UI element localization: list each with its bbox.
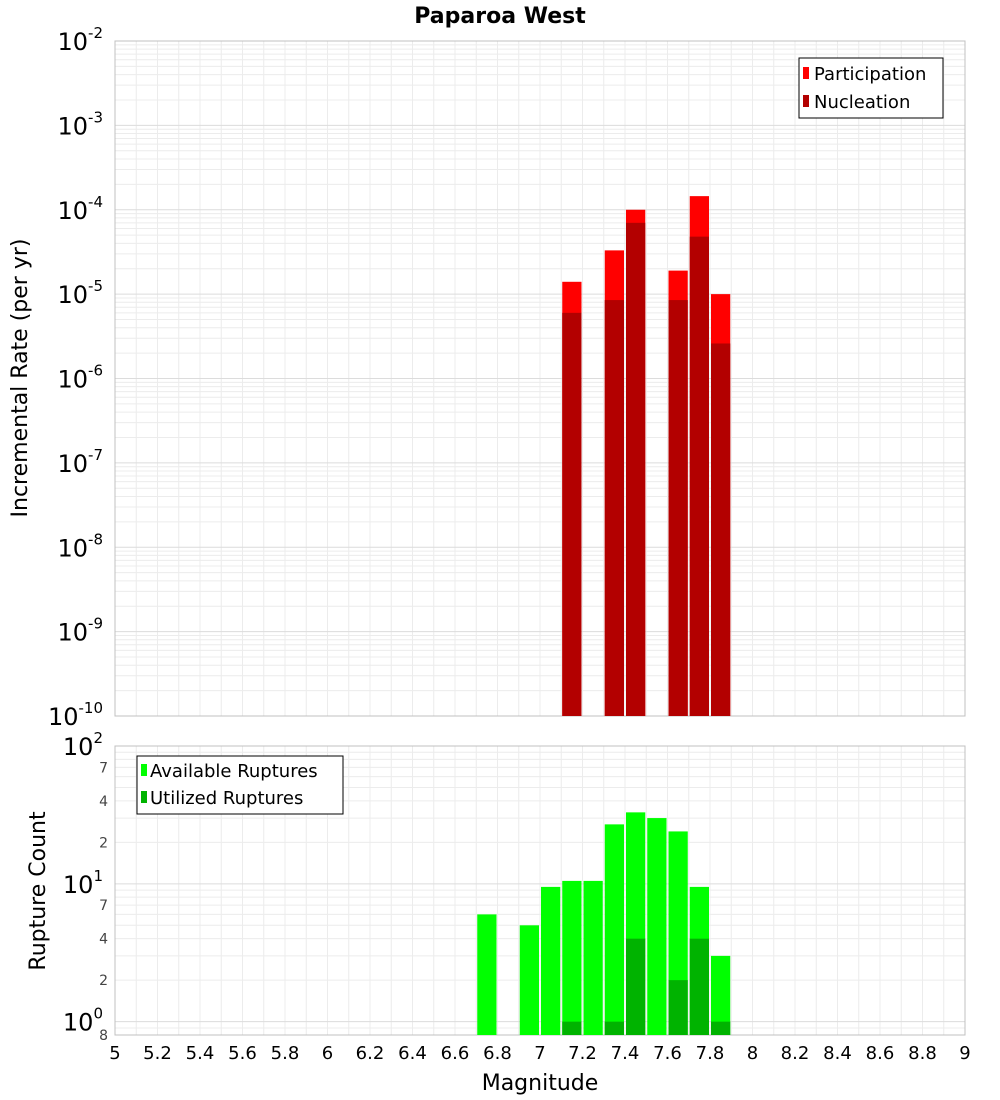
bar-nucleation	[626, 222, 646, 716]
top-plot-bars	[562, 196, 731, 717]
y-tick-label: 10-7	[57, 446, 103, 478]
chart-title: Paparoa West	[414, 4, 586, 29]
bar-nucleation	[689, 236, 709, 716]
y-minor-tick-label: 4	[99, 794, 108, 810]
y-tick-label: 10-2	[57, 24, 103, 56]
bar-nucleation	[711, 343, 731, 716]
bar-available-ruptures	[519, 925, 539, 1035]
top-legend-box	[798, 57, 944, 119]
y-minor-tick-label: 2	[99, 973, 108, 989]
legend-swatch-available	[141, 764, 147, 776]
top-y-ticks: 10-2 10-3 10-4 10-5 10-6 10-7 10-8 10-9 10-10	[48, 24, 103, 731]
x-tick-label: 6.6	[441, 1043, 470, 1064]
top-legend: Participation Nucleation	[798, 57, 944, 119]
x-tick-label: 7.6	[653, 1043, 682, 1064]
bar-available-ruptures	[583, 880, 603, 1035]
y-minor-tick-label: 2	[99, 835, 108, 851]
bar-available-ruptures	[541, 886, 561, 1035]
y-minor-tick-label: 8	[99, 1028, 108, 1044]
x-axis-label: Magnitude	[482, 1071, 599, 1096]
legend-label-participation: Participation	[814, 64, 926, 85]
y-tick-label: 10-3	[57, 108, 103, 140]
x-tick-label: 5.6	[228, 1043, 257, 1064]
bar-nucleation	[562, 312, 582, 716]
bottom-y-ticks: 102 101 100 7 4 2 7 4 2 8	[63, 729, 108, 1044]
legend-swatch-participation	[803, 67, 809, 79]
x-tick-label: 8.2	[781, 1043, 810, 1064]
bottom-legend: Available Ruptures Utilized Ruptures	[136, 755, 344, 815]
top-plot-grid	[114, 41, 966, 717]
bar-utilized-ruptures	[689, 938, 709, 1035]
legend-swatch-utilized	[141, 791, 147, 803]
x-tick-label: 6	[322, 1043, 333, 1064]
legend-swatch-nucleation	[803, 95, 809, 107]
y-minor-tick-label: 7	[99, 760, 108, 776]
bottom-plot-bars	[477, 812, 731, 1035]
y-tick-label: 10-10	[48, 699, 103, 731]
x-tick-label: 8	[747, 1043, 758, 1064]
x-tick-label: 9	[959, 1043, 970, 1064]
y-minor-tick-label: 7	[99, 898, 108, 914]
x-tick-label: 7.8	[696, 1043, 725, 1064]
bar-available-ruptures	[711, 955, 731, 1035]
y-tick-label: 10-8	[57, 530, 103, 562]
bar-nucleation	[604, 300, 624, 716]
x-tick-label: 5.4	[186, 1043, 215, 1064]
legend-label-nucleation: Nucleation	[814, 92, 910, 113]
y-tick-label: 10-4	[57, 193, 103, 225]
y-tick-label: 10-6	[57, 362, 103, 394]
bar-utilized-ruptures	[711, 1021, 731, 1035]
x-tick-label: 8.6	[866, 1043, 895, 1064]
y-tick-label: 10-5	[57, 277, 103, 309]
bar-utilized-ruptures	[604, 1021, 624, 1035]
bar-available-ruptures	[604, 824, 624, 1035]
top-plot-area	[114, 40, 966, 717]
y-tick-label: 101	[63, 867, 103, 899]
x-tick-label: 5.8	[271, 1043, 300, 1064]
x-tick-label: 7.4	[611, 1043, 640, 1064]
x-tick-label: 6.8	[483, 1043, 512, 1064]
bottom-y-axis-label: Rupture Count	[26, 811, 51, 971]
bar-utilized-ruptures	[668, 980, 688, 1035]
bottom-legend-box	[136, 755, 344, 815]
bar-available-ruptures	[647, 818, 667, 1035]
x-tick-label: 7.2	[568, 1043, 597, 1064]
bar-nucleation	[668, 300, 688, 716]
x-tick-label: 7	[534, 1043, 545, 1064]
x-tick-label: 6.2	[356, 1043, 385, 1064]
bar-utilized-ruptures	[626, 938, 646, 1035]
y-tick-label: 10-9	[57, 615, 103, 647]
bottom-plot-area	[114, 745, 966, 1036]
x-axis-ticks: 5 5.2 5.4 5.6 5.8 6 6.2 6.4 6.6 6.8 7 7.2 7.4 7.6 7.8 8…	[109, 1043, 970, 1064]
legend-label-available: Available Ruptures	[150, 761, 318, 782]
x-tick-label: 6.4	[398, 1043, 427, 1064]
y-tick-label: 102	[63, 729, 103, 761]
bar-available-ruptures	[477, 914, 497, 1035]
bar-utilized-ruptures	[562, 1021, 582, 1035]
bar-available-ruptures	[562, 880, 582, 1035]
y-minor-tick-label: 4	[99, 932, 108, 948]
x-tick-label: 5	[109, 1043, 120, 1064]
top-y-axis-label: Incremental Rate (per yr)	[8, 239, 33, 518]
x-tick-label: 8.8	[908, 1043, 937, 1064]
y-tick-label: 100	[63, 1005, 103, 1037]
x-tick-label: 5.2	[143, 1043, 172, 1064]
x-tick-label: 8.4	[823, 1043, 852, 1064]
legend-label-utilized: Utilized Ruptures	[150, 788, 303, 809]
